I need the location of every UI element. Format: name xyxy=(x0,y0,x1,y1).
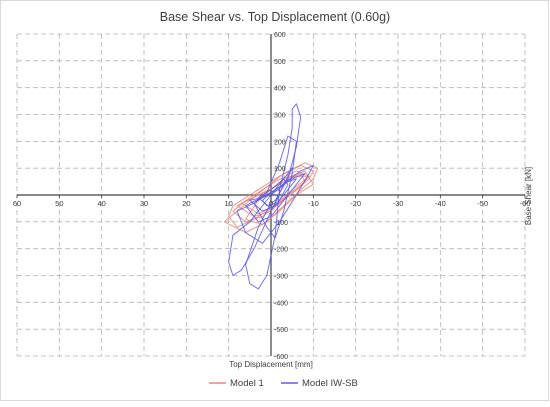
y-tick-label: -400 xyxy=(274,300,288,307)
x-tick-label: -30 xyxy=(393,199,404,208)
legend-label-model-1: Model 1 xyxy=(230,378,264,389)
y-tick-label: 600 xyxy=(274,32,286,39)
y-tick-label: -100 xyxy=(274,220,288,227)
x-tick-label: 60 xyxy=(13,199,21,208)
x-tick-label: -60 xyxy=(520,199,531,208)
y-tick-label: 100 xyxy=(274,166,286,173)
series-layer xyxy=(223,103,319,290)
hysteresis-loop xyxy=(253,135,297,239)
y-tick-label: -500 xyxy=(274,327,288,334)
x-tick-label: 30 xyxy=(140,199,148,208)
y-tick-label: -600 xyxy=(274,354,288,361)
x-tick-label: -10 xyxy=(308,199,319,208)
y-tick-label: -300 xyxy=(274,274,288,281)
legend: Model 1 Model IW-SB xyxy=(209,378,358,389)
hysteresis-loop xyxy=(240,175,310,215)
legend-label-model-iw-sb: Model IW-SB xyxy=(302,378,358,389)
y-tick-label: 300 xyxy=(274,113,286,120)
x-tick-label: 40 xyxy=(97,199,105,208)
hysteresis-loop xyxy=(245,103,302,290)
x-tick-label: -50 xyxy=(477,199,488,208)
y-axis-label: Base Shear [kN] xyxy=(524,167,533,225)
hysteresis-loop xyxy=(262,189,280,207)
tick-layer: 60 50 40 30 20 10 0 -10 -20 -30 -40 -50 -60600500400… xyxy=(13,32,531,361)
y-tick-label: -200 xyxy=(274,247,288,254)
hysteresis-loop xyxy=(249,178,297,212)
y-tick-label: 200 xyxy=(274,139,286,146)
x-tick-label: -20 xyxy=(350,199,361,208)
x-axis-label: Top Displacement [mm] xyxy=(229,360,313,369)
x-tick-label: 10 xyxy=(224,199,232,208)
y-tick-label: 400 xyxy=(274,86,286,93)
chart-title: Base Shear vs. Top Displacement (0.60g) xyxy=(160,10,390,24)
hysteresis-loop xyxy=(228,167,293,276)
x-tick-label: 50 xyxy=(55,199,63,208)
x-tick-label: 20 xyxy=(182,199,190,208)
series-model-iw-sb xyxy=(228,103,314,290)
x-tick-label: -40 xyxy=(435,199,446,208)
hysteresis-loop xyxy=(245,170,314,225)
hysteresis-loop xyxy=(257,178,289,209)
hysteresis-loop xyxy=(223,162,319,234)
y-tick-label: 500 xyxy=(274,59,286,66)
x-tick-label: 0 xyxy=(269,199,273,208)
